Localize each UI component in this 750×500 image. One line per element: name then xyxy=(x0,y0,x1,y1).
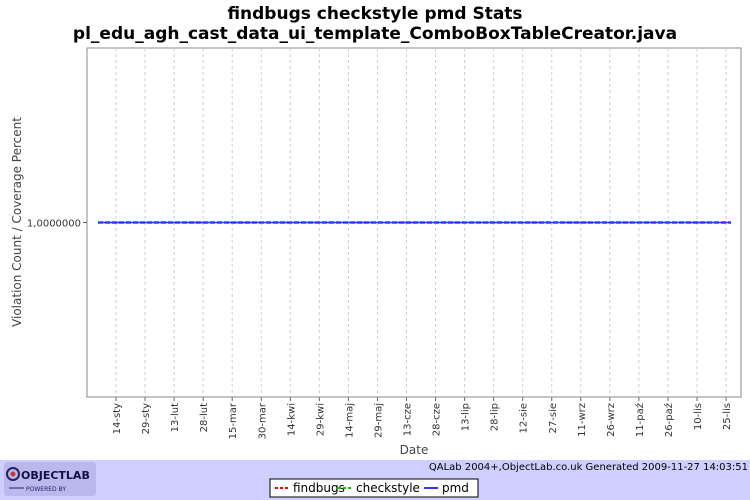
x-tick-label: 14-kwi xyxy=(286,403,297,436)
x-tick-label: 14-sty xyxy=(112,403,123,434)
legend-label-pmd: pmd xyxy=(442,481,469,495)
x-tick-label: 11-wrz xyxy=(577,403,588,437)
x-axis-ticks: 14-sty 29-sty 13-lut 28-lut 15-mar 30-mar 14-k… xyxy=(112,397,733,439)
legend: findbugs checkstyle pmd xyxy=(269,478,479,498)
legend-label-checkstyle: checkstyle xyxy=(356,481,420,495)
logo-name: OBJECTLAB xyxy=(21,469,90,482)
x-tick-label: 14-maj xyxy=(344,403,355,438)
x-tick-label: 10-lis xyxy=(693,403,704,430)
chart-subtitle: pl_edu_agh_cast_data_ui_template_ComboBo… xyxy=(73,24,677,44)
x-tick-label: 13-lip xyxy=(461,403,472,431)
objectlab-logo: OBJECTLAB POWERED BY xyxy=(4,462,96,496)
x-tick-label: 12-sie xyxy=(519,403,530,433)
credit-text: QALab 2004+,ObjectLab.co.uk Generated 20… xyxy=(429,462,748,473)
logo-tagline: POWERED BY xyxy=(26,486,66,493)
x-tick-label: 15-mar xyxy=(228,402,239,439)
x-tick-label: 26-wrz xyxy=(606,403,617,437)
x-tick-label: 29-sty xyxy=(141,403,152,434)
y-tick-label: 1,0000000 xyxy=(27,219,81,230)
x-tick-label: 13-lut xyxy=(170,403,181,432)
x-tick-label: 27-sie xyxy=(548,403,559,433)
x-tick-label: 28-cze xyxy=(432,403,443,436)
legend-box xyxy=(269,478,479,498)
x-tick-label: 25-lis xyxy=(722,403,733,430)
chart-title: findbugs checkstyle pmd Stats xyxy=(227,4,522,24)
x-tick-label: 26-paź xyxy=(663,403,675,437)
x-tick-label: 29-maj xyxy=(373,403,384,438)
x-tick-label: 29-kwi xyxy=(315,403,326,436)
y-axis-label: Violation Count / Coverage Percent xyxy=(10,117,24,327)
x-tick-label: 28-lut xyxy=(199,403,210,432)
x-tick-label: 30-mar xyxy=(257,402,268,439)
x-axis-label: Date xyxy=(400,443,429,457)
legend-label-findbugs: findbugs xyxy=(293,481,345,495)
x-tick-label: 28-lip xyxy=(490,403,501,431)
x-tick-label: 11-paź xyxy=(634,403,646,437)
y-axis-ticks: 1,0000000 xyxy=(27,219,87,230)
x-tick-label: 13-cze xyxy=(403,403,414,436)
